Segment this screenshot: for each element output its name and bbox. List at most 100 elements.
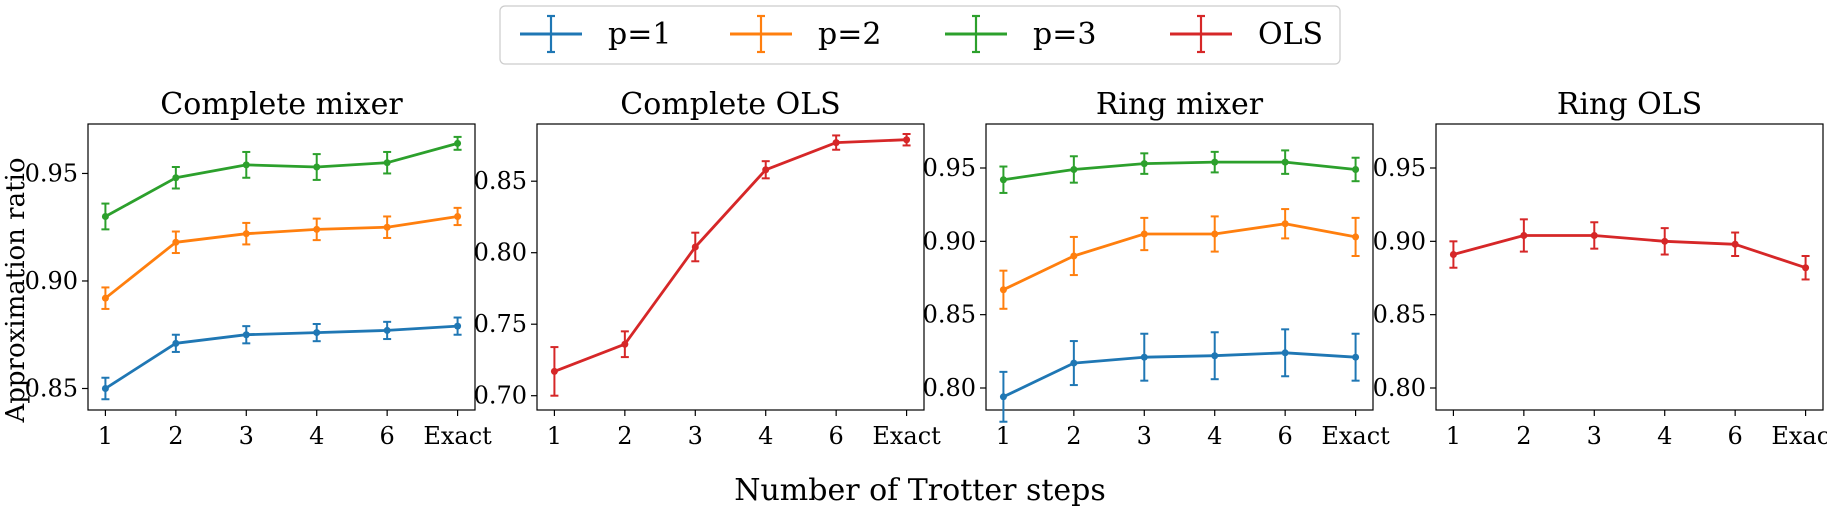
series-line xyxy=(104,142,458,218)
x-tick-label: 3 xyxy=(1587,422,1602,450)
y-tick-label: 0.90 xyxy=(1373,227,1426,255)
data-point xyxy=(454,322,462,330)
y-tick-label: 0.90 xyxy=(25,267,78,295)
data-point xyxy=(550,367,558,375)
panel-complete-ols: Complete OLS 1 2 3 4 6 Exact 0.70 0.75 0.80 0.85 xyxy=(474,87,942,450)
legend: p=1 p=2 p=3 OLS xyxy=(499,5,1341,65)
series-p1 xyxy=(101,316,462,401)
data-point xyxy=(903,136,911,144)
series-p3 xyxy=(101,135,462,231)
data-point xyxy=(1140,160,1148,168)
data-point xyxy=(172,238,180,246)
data-point xyxy=(242,161,250,169)
data-point xyxy=(1211,230,1219,238)
legend-item-p3: p=3 xyxy=(945,14,1096,54)
y-tick-label: 0.95 xyxy=(25,159,78,187)
legend-frame xyxy=(499,5,1341,65)
data-point xyxy=(1211,352,1219,360)
data-point xyxy=(1070,252,1078,260)
x-axis-label: Number of Trotter steps xyxy=(734,473,1106,508)
x-tick-label: 6 xyxy=(829,422,844,450)
x-tick-label: 3 xyxy=(239,422,254,450)
y-tick-label: 0.85 xyxy=(1373,301,1426,329)
x-tick-label: 1 xyxy=(1446,422,1461,450)
data-point xyxy=(832,139,840,147)
y-tick-label: 0.80 xyxy=(474,239,527,267)
legend-item-ols: OLS xyxy=(1170,14,1323,54)
series-line xyxy=(104,215,458,300)
data-point xyxy=(999,393,1007,401)
x-tick-label: Exact xyxy=(1771,422,1827,450)
data-point xyxy=(1070,165,1078,173)
data-point xyxy=(1140,230,1148,238)
data-point xyxy=(101,212,109,220)
data-point xyxy=(999,176,1007,184)
y-tick-label: 0.70 xyxy=(474,382,527,410)
panel-title: Ring OLS xyxy=(1557,87,1702,122)
data-point xyxy=(1352,165,1360,173)
y-tick-label: 0.85 xyxy=(25,374,78,402)
series-p3 xyxy=(999,149,1360,194)
data-point xyxy=(313,163,321,171)
panel-title: Complete OLS xyxy=(620,87,840,122)
x-tick-label: 4 xyxy=(1657,422,1672,450)
data-point xyxy=(242,331,250,339)
axes-frame xyxy=(87,123,476,411)
panel-title: Ring mixer xyxy=(1096,87,1264,122)
x-tick-label: 6 xyxy=(1278,422,1293,450)
axes-frame xyxy=(985,123,1374,411)
x-tick-label: 3 xyxy=(1137,422,1152,450)
axes-frame xyxy=(1435,123,1824,411)
y-tick-label: 0.95 xyxy=(1373,154,1426,182)
series-line xyxy=(1003,160,1356,182)
data-point xyxy=(1352,233,1360,241)
x-tick-label: 4 xyxy=(758,422,773,450)
data-point xyxy=(172,174,180,182)
series-ols xyxy=(550,133,911,397)
x-tick-label: 2 xyxy=(168,422,183,450)
x-tick-label: 2 xyxy=(1516,422,1531,450)
data-point xyxy=(101,384,109,392)
data-point xyxy=(383,223,391,231)
data-point xyxy=(1070,359,1078,367)
data-point xyxy=(1352,353,1360,361)
legend-label: p=3 xyxy=(1033,17,1096,52)
x-tick-label: 3 xyxy=(688,422,703,450)
x-tick-label: 1 xyxy=(547,422,562,450)
data-point xyxy=(101,294,109,302)
y-tick-label: 0.85 xyxy=(474,167,527,195)
data-point xyxy=(454,139,462,147)
panel-title: Complete mixer xyxy=(160,87,403,122)
data-point xyxy=(383,159,391,167)
x-tick-label: 4 xyxy=(309,422,324,450)
x-tick-label: 6 xyxy=(1728,422,1743,450)
x-tick-label: 2 xyxy=(1066,422,1081,450)
y-tick-label: 0.90 xyxy=(923,227,976,255)
series-line xyxy=(1002,351,1356,399)
panel-ring-ols: Ring OLS 1 2 3 4 6 Exact 0.80 0.85 0.90 0.95 xyxy=(1373,87,1827,450)
series-p1 xyxy=(999,328,1360,423)
data-point xyxy=(1140,353,1148,361)
series-p2 xyxy=(101,206,462,310)
data-point xyxy=(1520,231,1528,239)
data-point xyxy=(691,243,699,251)
data-point xyxy=(762,166,770,174)
x-tick-label: 6 xyxy=(380,422,395,450)
y-axis-label: Approximation ratio xyxy=(1,157,31,423)
data-point xyxy=(1590,231,1598,239)
legend-label: OLS xyxy=(1258,17,1323,52)
series-line xyxy=(553,138,907,373)
panel-ring-mixer: Ring mixer 1 2 3 4 6 Exact 0.80 0.85 0.90 0.95 xyxy=(923,87,1391,450)
series-ols xyxy=(1449,218,1810,281)
data-point xyxy=(1731,240,1739,248)
y-tick-label: 0.75 xyxy=(474,310,527,338)
series-line xyxy=(1453,234,1807,270)
data-point xyxy=(313,225,321,233)
x-tick-label: Exact xyxy=(872,422,941,450)
axes-frame xyxy=(536,123,925,411)
legend-item-p2: p=2 xyxy=(730,14,881,54)
data-point xyxy=(1281,220,1289,228)
x-tick-label: 4 xyxy=(1207,422,1222,450)
data-point xyxy=(383,326,391,334)
